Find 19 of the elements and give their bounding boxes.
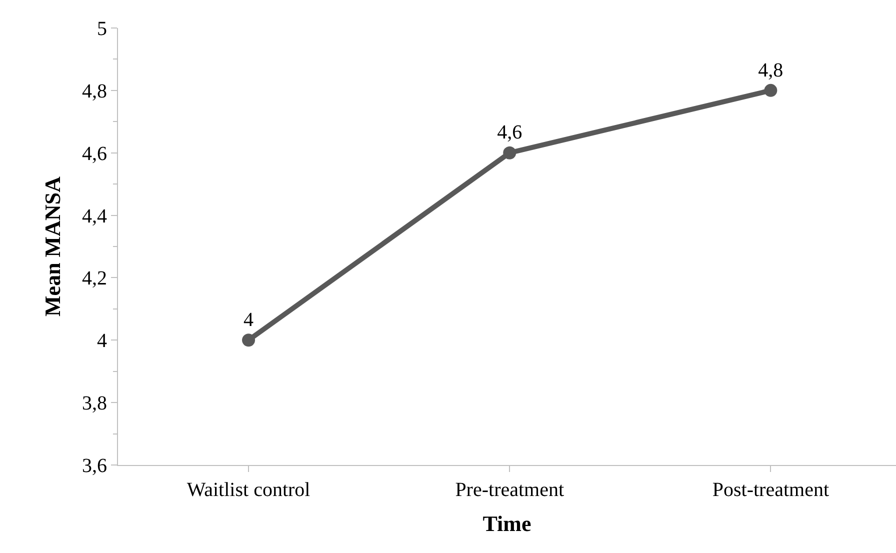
y-tick-label: 4,8 bbox=[82, 80, 107, 102]
y-tick-label: 5 bbox=[97, 18, 107, 40]
y-tick-label: 4 bbox=[97, 330, 107, 352]
y-tick-label: 4,6 bbox=[82, 142, 107, 165]
x-tick-label: Waitlist control bbox=[186, 479, 311, 501]
x-tick-label: Post-treatment bbox=[712, 479, 830, 501]
data-label: 4,8 bbox=[758, 59, 784, 82]
x-tick-label: Pre-treatment bbox=[455, 479, 564, 501]
y-tick-label: 4,2 bbox=[82, 268, 107, 290]
y-axis-title: Mean MANSA bbox=[40, 176, 65, 316]
x-axis-title: Time bbox=[482, 510, 532, 536]
y-tick-label: 3,8 bbox=[82, 392, 107, 415]
y-tick-label: 4,4 bbox=[82, 205, 107, 228]
data-label: 4 bbox=[244, 309, 254, 332]
data-label: 4,6 bbox=[497, 122, 522, 144]
y-tick-label: 3,6 bbox=[82, 455, 107, 477]
point bbox=[764, 84, 778, 97]
point bbox=[503, 146, 516, 160]
point bbox=[242, 334, 256, 347]
